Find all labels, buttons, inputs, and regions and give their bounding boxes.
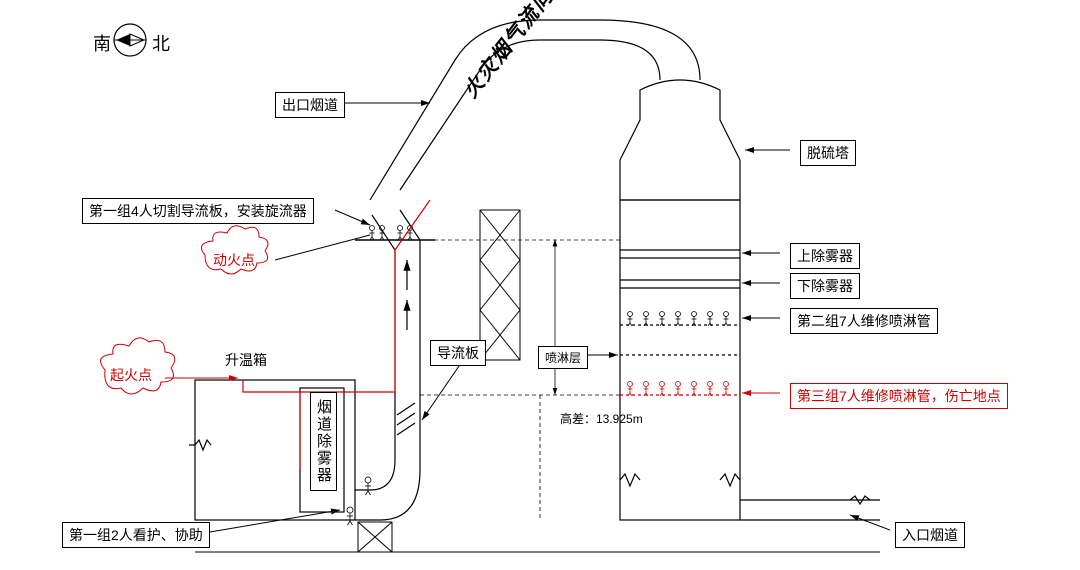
height-diff-label: 高差：13.925m [560,410,643,427]
lower-demister-label: 下除雾器 [790,273,860,299]
group1-guard-label: 第一组2人看护、协助 [62,522,210,548]
process-diagram: 南 北 出口烟道 脱硫塔 第一组4人切割导流板，安装旋流器 动火点 上除雾器 下… [0,0,1080,570]
compass-north: 北 [152,30,170,56]
diagram-svg [0,0,1080,570]
people-group1 [370,226,413,241]
upper-demister-label: 上除雾器 [790,243,860,269]
inlet-duct-label: 入口烟道 [895,522,965,548]
people-guard [347,477,371,525]
compass-icon [114,24,146,56]
people-group2 [628,312,729,327]
heating-box-label: 升温箱 [225,350,267,370]
firework-point: 动火点 [213,250,255,270]
compass-south: 南 [93,30,111,56]
flue-demister-label: 烟道除雾器 [310,392,337,491]
people-group3 [628,382,729,397]
guide-plate-label: 导流板 [430,340,486,366]
tower-label: 脱硫塔 [800,140,856,166]
spray-layer-label: 喷淋层 [538,346,588,369]
group3-label: 第三组7人维修喷淋管，伤亡地点 [790,383,1008,409]
group1-cut-label: 第一组4人切割导流板，安装旋流器 [82,198,314,224]
group2-label: 第二组7人维修喷淋管 [790,308,938,334]
ignition-point: 起火点 [110,365,152,385]
outlet-duct-label: 出口烟道 [275,92,345,118]
